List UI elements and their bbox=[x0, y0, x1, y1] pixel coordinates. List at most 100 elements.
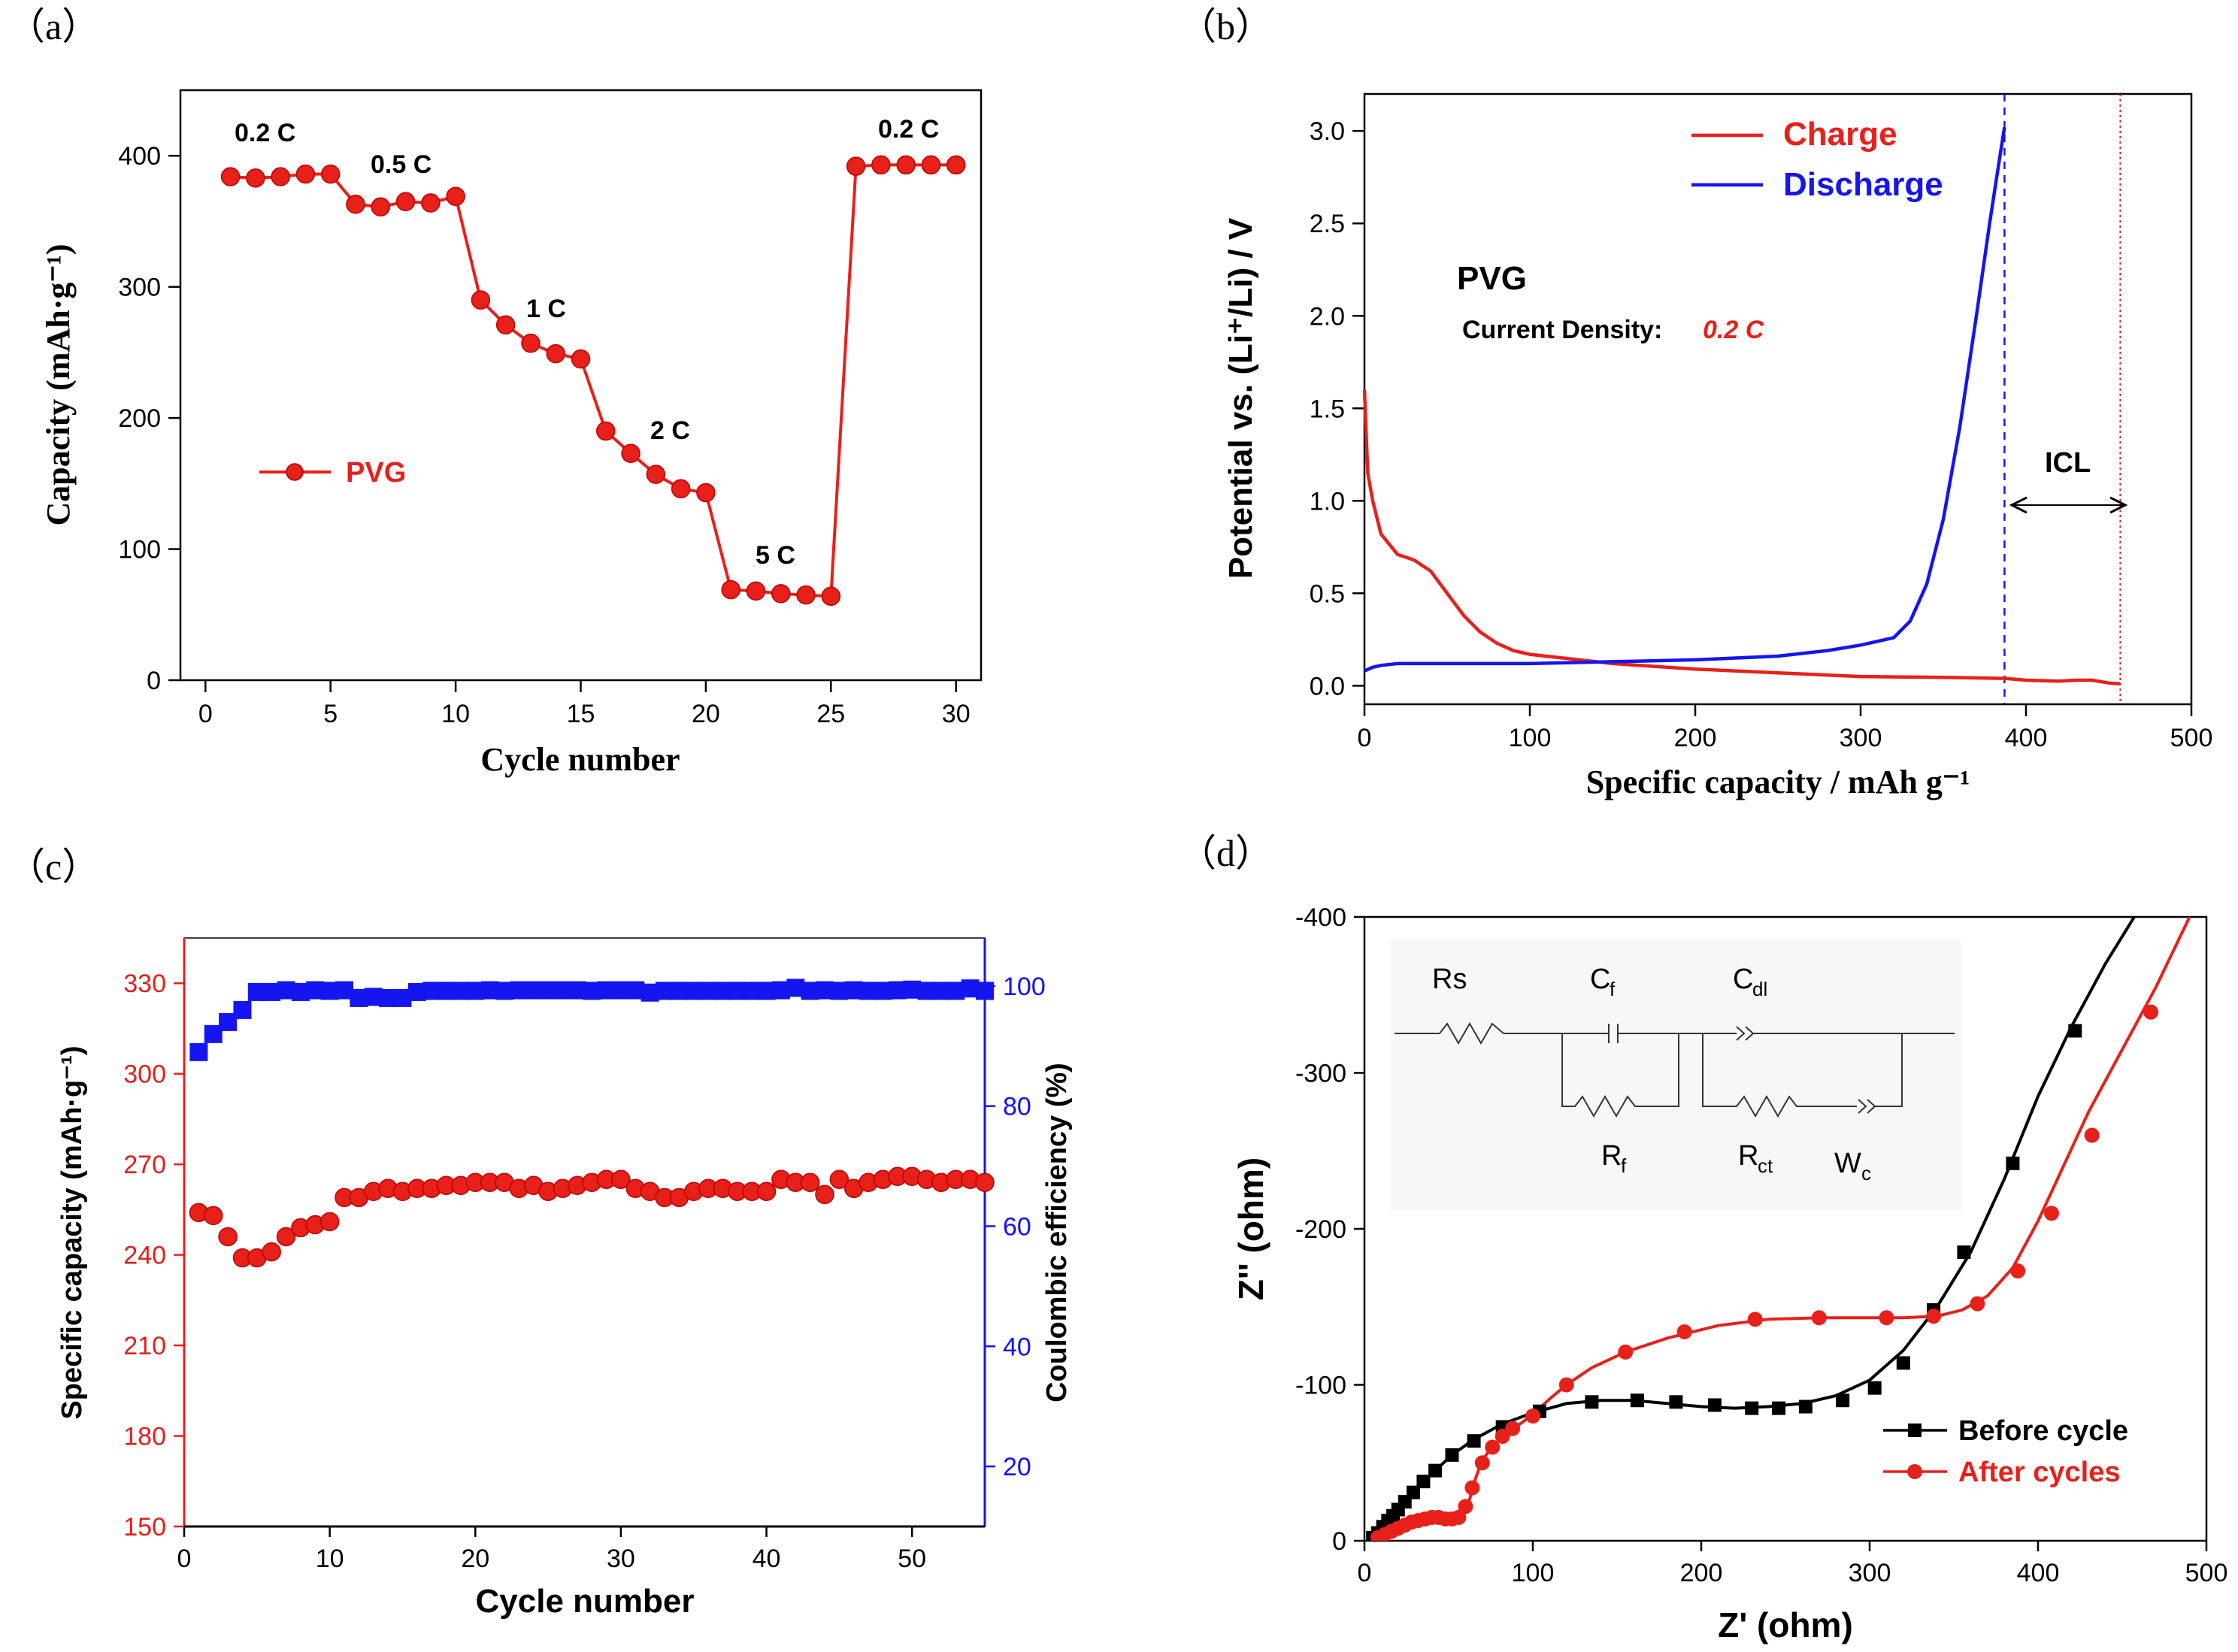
a-ytick-label-3: 300 bbox=[118, 274, 161, 302]
d-before-point-23 bbox=[1896, 1356, 1910, 1370]
label-wc-sub: c bbox=[1861, 1162, 1871, 1185]
c-capacity-point-9 bbox=[319, 1212, 340, 1232]
c-xtick-label-5: 50 bbox=[898, 1545, 926, 1573]
a-point-29 bbox=[946, 155, 966, 175]
d-after-point-12 bbox=[1451, 1509, 1467, 1525]
panel-b-label: （b） bbox=[1179, 5, 1273, 47]
a-point-19 bbox=[696, 483, 716, 503]
annotation-0-5c: 0.5 C bbox=[371, 150, 432, 179]
label-cdl: C bbox=[1733, 964, 1753, 995]
b-series-charge bbox=[1362, 389, 2121, 686]
legend-after-cycles: After cycles bbox=[1958, 1457, 2120, 1488]
d-before-point-10 bbox=[1445, 1448, 1459, 1462]
c-y2tick-label-1: 40 bbox=[1003, 1333, 1031, 1361]
a-point-9 bbox=[446, 186, 465, 207]
legend-discharge: Discharge bbox=[1783, 166, 1943, 203]
d-after-point-24 bbox=[1811, 1310, 1827, 1326]
a-xtick-label-6: 30 bbox=[942, 700, 971, 728]
label-wc: W bbox=[1834, 1148, 1861, 1179]
panel-d-ticks: 0 100 200 300 400 500 0 -100 -200 -300 -400 bbox=[1295, 903, 2227, 1587]
d-after-point-19 bbox=[1525, 1408, 1540, 1424]
panel-c-xlabel: Cycle number bbox=[476, 1583, 695, 1620]
d-ytick-label-4: -400 bbox=[1295, 903, 1346, 932]
c-y2tick-label-4: 100 bbox=[1003, 973, 1046, 1001]
c-capacity-point-42 bbox=[800, 1172, 820, 1192]
b-ytick-label-3: 1.5 bbox=[1310, 395, 1345, 423]
d-before-point-16 bbox=[1669, 1395, 1683, 1409]
c-y2tick-label-2: 60 bbox=[1003, 1213, 1031, 1242]
a-point-20 bbox=[721, 579, 740, 600]
d-after-point-25 bbox=[1879, 1310, 1894, 1326]
panel-d-label: （d） bbox=[1179, 832, 1273, 874]
d-before-point-14 bbox=[1585, 1395, 1599, 1409]
panel-d-legend: Before cycle After cycles bbox=[1883, 1415, 2128, 1488]
c-ytick-label-5: 300 bbox=[123, 1060, 166, 1089]
a-ytick-label-1: 100 bbox=[118, 536, 161, 564]
panel-b: （b） 0 100 200 300 400 500 0.0 0.5 1.0 1.5 2.0 2.5 3.… bbox=[1179, 5, 2212, 800]
a-point-15 bbox=[596, 421, 616, 441]
c-capacity-point-5 bbox=[262, 1242, 281, 1262]
c-capacity-point-29 bbox=[611, 1169, 631, 1189]
a-xtick-label-5: 25 bbox=[816, 700, 845, 728]
d-after-point-17 bbox=[1495, 1428, 1510, 1444]
panel-b-ylabel: Potential vs. (Li⁺/Li) / V bbox=[1222, 217, 1259, 579]
c-capacity-point-6 bbox=[276, 1227, 296, 1247]
panel-c-label: （c） bbox=[8, 846, 99, 888]
b-xtick-label-3: 300 bbox=[1840, 724, 1882, 752]
d-after-point-29 bbox=[2043, 1206, 2059, 1221]
a-point-14 bbox=[571, 349, 591, 369]
d-xtick-label-5: 500 bbox=[2185, 1559, 2228, 1587]
a-point-17 bbox=[646, 464, 666, 484]
a-point-21 bbox=[746, 581, 766, 601]
c-capacity-point-39 bbox=[756, 1182, 777, 1202]
a-point-13 bbox=[546, 343, 565, 364]
panel-a-ylabel: Capacity (mAh·g⁻¹) bbox=[40, 244, 77, 526]
c-capacity-point-2 bbox=[218, 1227, 238, 1247]
c-ytick-label-1: 180 bbox=[123, 1423, 166, 1451]
a-point-28 bbox=[921, 155, 941, 175]
d-before-point-11 bbox=[1467, 1434, 1481, 1448]
resistor-rf bbox=[1561, 1033, 1679, 1118]
b-ytick-label-6: 3.0 bbox=[1310, 117, 1345, 146]
d-xtick-label-1: 100 bbox=[1512, 1559, 1555, 1587]
c-y2tick-label-0: 20 bbox=[1003, 1453, 1031, 1481]
label-rf-sub: f bbox=[1621, 1154, 1627, 1177]
panel-b-frame bbox=[1363, 92, 2193, 706]
d-after-point-30 bbox=[2084, 1127, 2100, 1143]
annotation-0-2c-start: 0.2 C bbox=[235, 119, 295, 147]
a-point-16 bbox=[621, 443, 641, 463]
d-after-point-14 bbox=[1464, 1480, 1480, 1496]
d-before-point-19 bbox=[1772, 1401, 1786, 1415]
b-ytick-label-0: 0.0 bbox=[1310, 672, 1345, 700]
c-xtick-label-1: 10 bbox=[316, 1545, 344, 1573]
a-ytick-label-2: 200 bbox=[118, 404, 161, 433]
d-after-point-31 bbox=[2143, 1004, 2159, 1020]
panel-d-xlabel: Z' (ohm) bbox=[1718, 1605, 1853, 1644]
panel-c: （c） 0 10 20 30 40 50 150 180 210 240 270 300 330 20 40… bbox=[8, 846, 1073, 1620]
d-after-point-18 bbox=[1505, 1421, 1521, 1436]
b-ytick-label-4: 2.0 bbox=[1310, 302, 1345, 331]
b-ytick-label-2: 1.0 bbox=[1310, 487, 1345, 516]
d-after-point-28 bbox=[2010, 1263, 2026, 1279]
label-rs: Rs bbox=[1432, 964, 1467, 995]
panel-b-legend: Charge Discharge bbox=[1691, 116, 1943, 203]
a-series-line bbox=[230, 163, 956, 598]
b-ytick-label-5: 2.5 bbox=[1310, 210, 1345, 238]
d-before-point-8 bbox=[1416, 1475, 1431, 1489]
a-point-12 bbox=[521, 333, 541, 353]
label-cdl-sub: dl bbox=[1752, 978, 1767, 1000]
panel-d-ylabel: Z'' (ohm) bbox=[1231, 1157, 1270, 1301]
panel-d-plot bbox=[1366, 917, 2191, 1541]
a-point-6 bbox=[371, 197, 390, 217]
d-after-point-20 bbox=[1558, 1377, 1574, 1393]
c-capacity-point-43 bbox=[815, 1185, 834, 1205]
a-ytick-label-0: 0 bbox=[147, 667, 161, 695]
panel-b-xlabel: Specific capacity / mAh g⁻¹ bbox=[1586, 764, 1970, 800]
a-xtick-label-3: 15 bbox=[567, 700, 595, 728]
b-series-discharge bbox=[1364, 126, 2006, 673]
d-before-point-20 bbox=[1798, 1399, 1813, 1414]
c-efficiency-point-0 bbox=[189, 1042, 208, 1061]
panel-a-legend-label: PVG bbox=[346, 457, 406, 489]
